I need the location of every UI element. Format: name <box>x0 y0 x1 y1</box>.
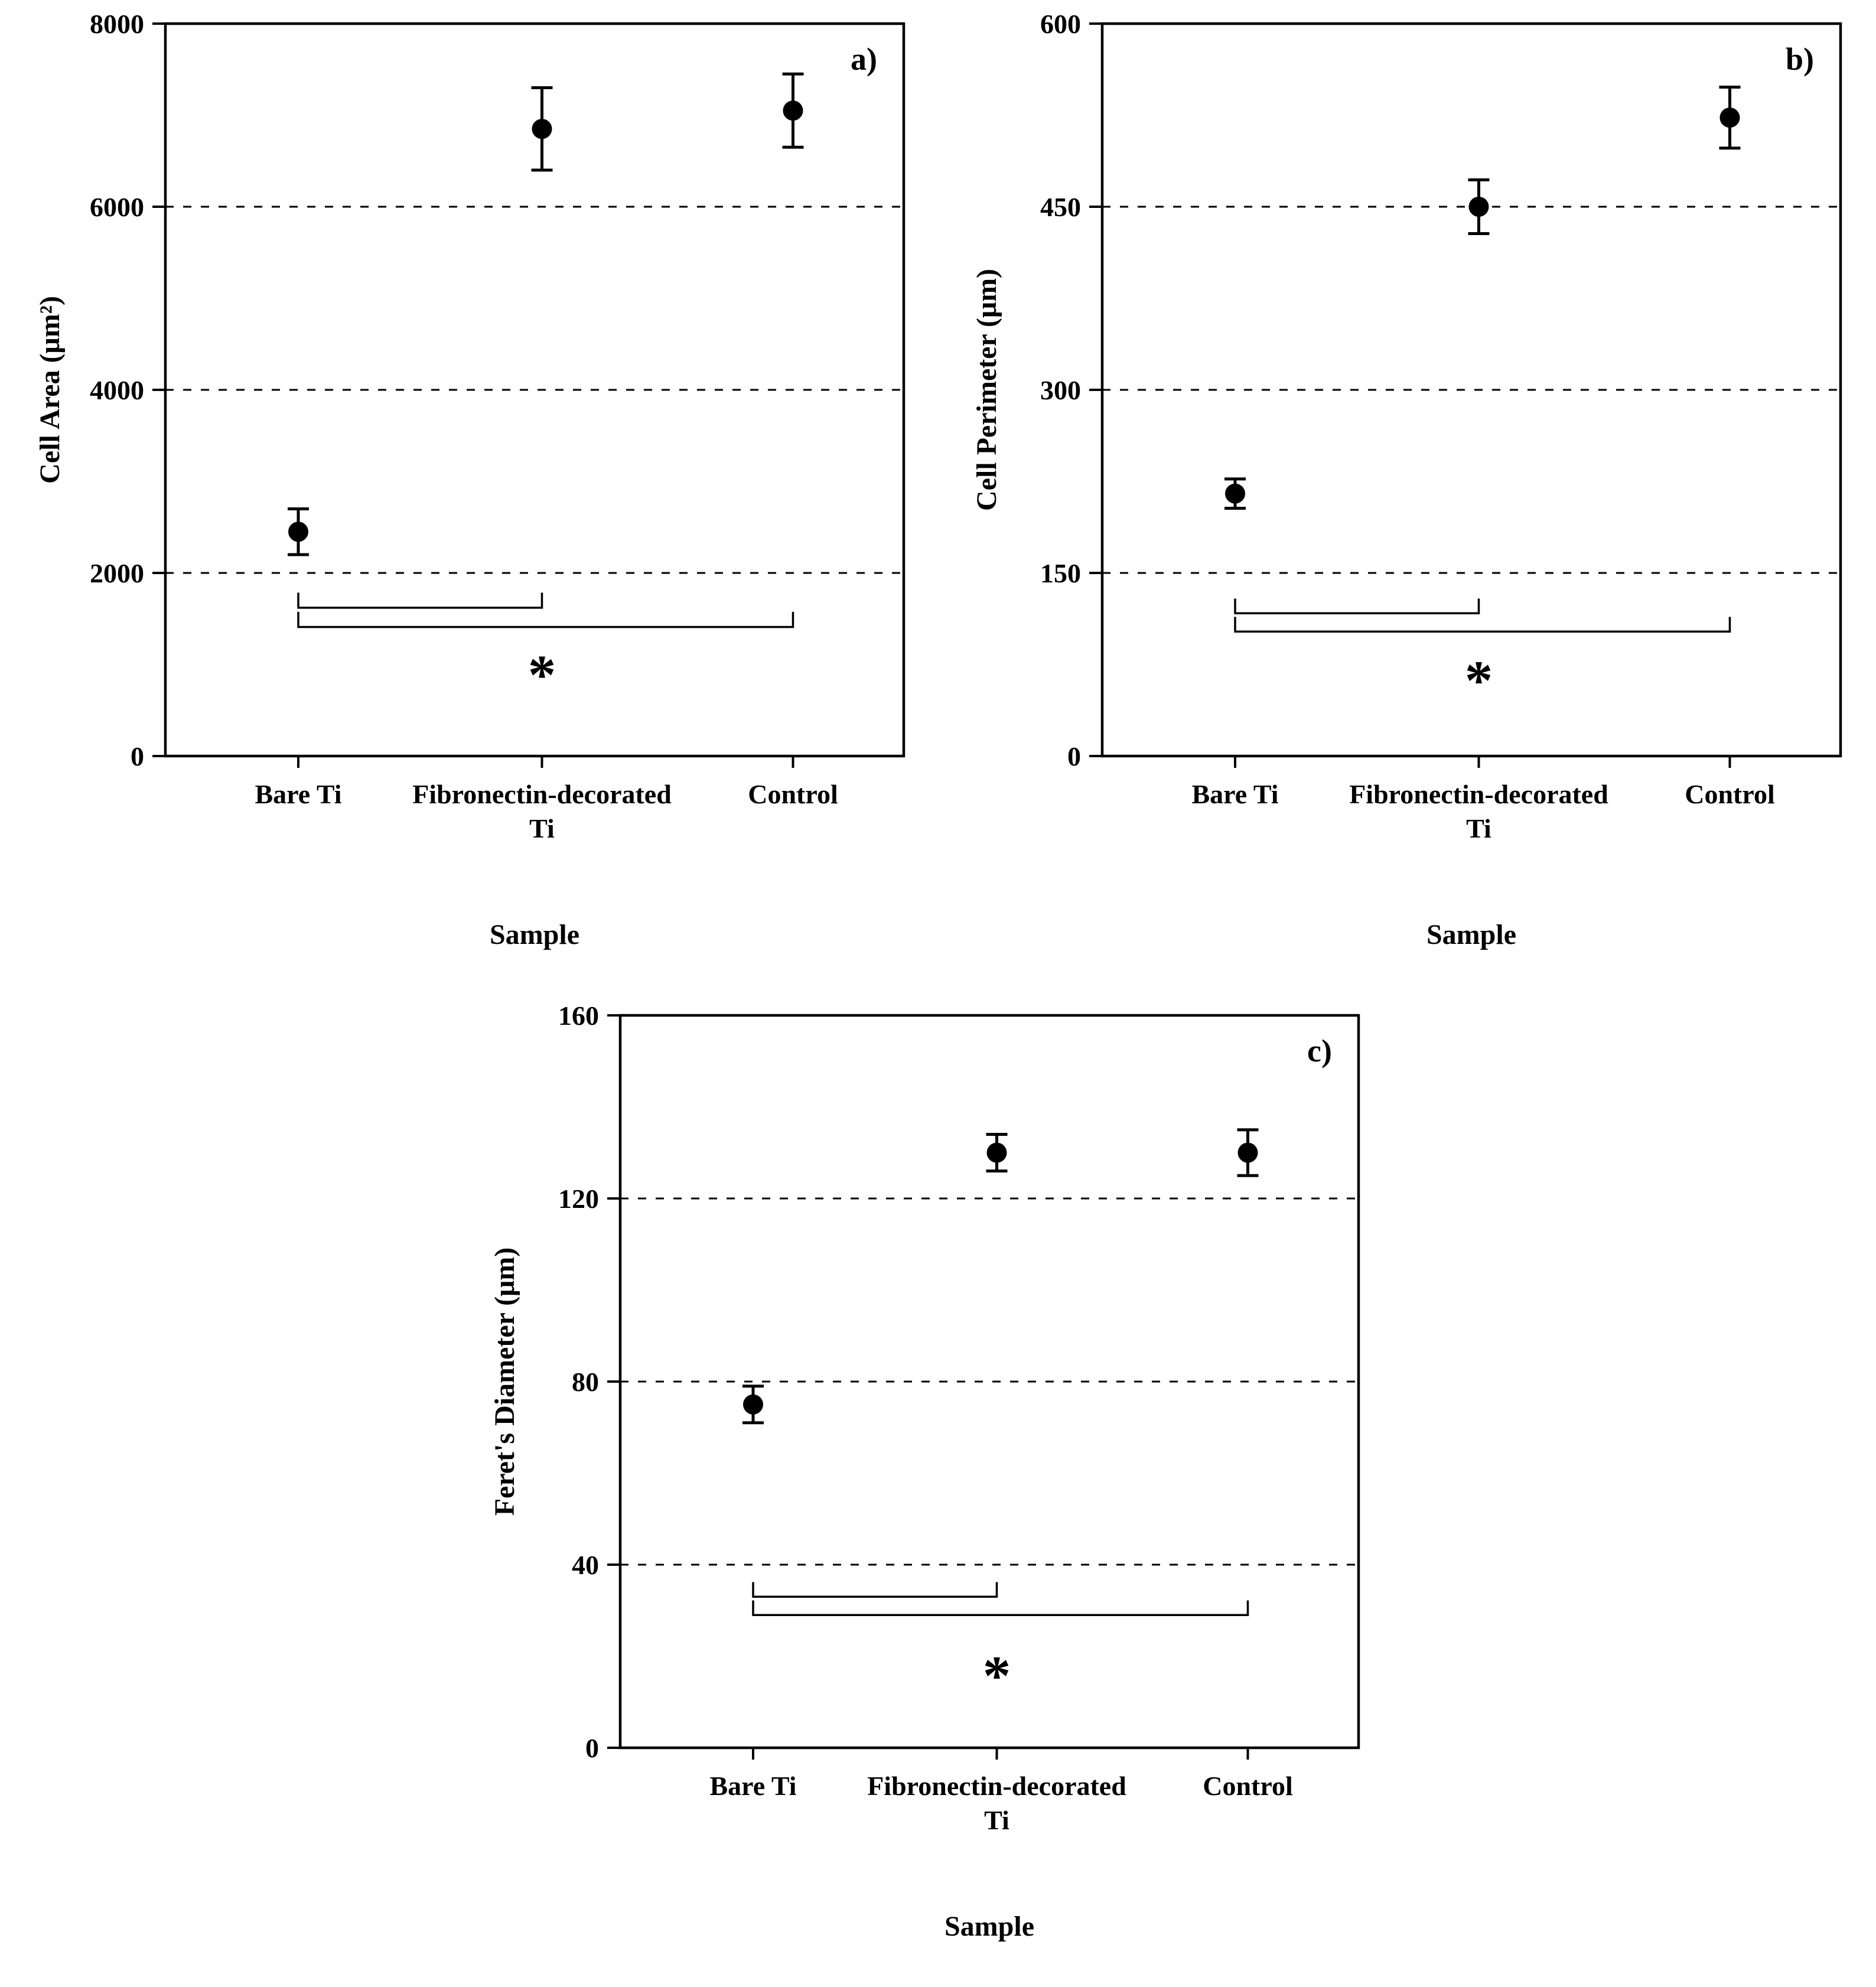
y-axis-label: Feret's Diameter (μm) <box>489 1247 520 1516</box>
y-tick-label: 8000 <box>90 9 144 39</box>
y-tick-label: 2000 <box>90 558 144 588</box>
y-tick-label: 40 <box>572 1550 599 1580</box>
category-label: Bare Ti <box>1192 779 1279 809</box>
panel-label: a) <box>851 41 877 77</box>
significance-bracket <box>1234 617 1731 633</box>
y-tick-label: 4000 <box>90 375 144 405</box>
data-point <box>1719 108 1740 128</box>
significance-bracket <box>297 592 543 609</box>
y-tick-label: 0 <box>585 1733 599 1763</box>
data-point <box>1225 483 1245 504</box>
panel-b: 0 150 300 450 600 Bare Ti Fibronectin-decorate… <box>949 0 1870 995</box>
y-tick-label: 450 <box>1040 192 1081 222</box>
category-label: Fibronectin-decorated Ti <box>867 1771 1126 1835</box>
y-tick-label: 0 <box>131 741 144 771</box>
data-point <box>783 100 803 121</box>
category-label: Fibronectin-decorated Ti <box>1349 779 1608 843</box>
data-point <box>743 1394 763 1415</box>
x-axis-label: Sample <box>944 1911 1034 1942</box>
y-tick-label: 80 <box>572 1367 599 1397</box>
y-tick-label: 160 <box>558 1001 599 1031</box>
significance-asterisk: * <box>983 1644 1011 1707</box>
significance-bracket <box>752 1600 1249 1616</box>
significance-asterisk: * <box>528 644 556 706</box>
panel-label: c) <box>1307 1033 1332 1069</box>
y-tick-label: 150 <box>1040 558 1081 588</box>
data-point <box>1237 1142 1258 1163</box>
category-label: Control <box>748 779 838 809</box>
panel-c: 0 40 80 120 160 Bare Ti Fibronectin-decorated T… <box>467 992 1388 1987</box>
cell-area-chart: 0 2000 4000 6000 8000 Bare Ti Fibronectin-deco… <box>34 9 906 950</box>
data-point <box>986 1142 1007 1163</box>
significance-asterisk: * <box>1465 649 1493 712</box>
y-tick-label: 600 <box>1040 9 1081 39</box>
y-tick-label: 120 <box>558 1184 599 1214</box>
x-axis-label: Sample <box>1426 919 1516 950</box>
y-tick-label: 6000 <box>90 192 144 222</box>
ferets-diameter-chart: 0 40 80 120 160 Bare Ti Fibronectin-decorated T… <box>489 1001 1360 1942</box>
category-label: Control <box>1685 779 1775 809</box>
significance-bracket <box>1234 598 1480 614</box>
y-tick-label: 300 <box>1040 375 1081 405</box>
category-label: Fibronectin-decorated Ti <box>412 779 672 843</box>
data-point <box>1468 197 1489 217</box>
data-point <box>532 119 552 139</box>
y-axis-label: Cell Area (μm²) <box>34 296 66 484</box>
x-axis-label: Sample <box>490 919 579 950</box>
y-tick-label: 0 <box>1067 741 1081 771</box>
category-label: Bare Ti <box>255 779 342 809</box>
category-label: Control <box>1203 1771 1293 1801</box>
data-point <box>288 522 308 542</box>
cell-perimeter-chart: 0 150 300 450 600 Bare Ti Fibronectin-decorate… <box>971 9 1842 950</box>
panel-label: b) <box>1786 41 1814 77</box>
category-label: Bare Ti <box>710 1771 797 1801</box>
y-axis-label: Cell Perimeter (μm) <box>971 269 1002 511</box>
significance-bracket <box>752 1582 998 1598</box>
significance-bracket <box>297 611 794 628</box>
panel-a: 0 2000 4000 6000 8000 Bare Ti Fibronectin-deco… <box>12 0 933 995</box>
